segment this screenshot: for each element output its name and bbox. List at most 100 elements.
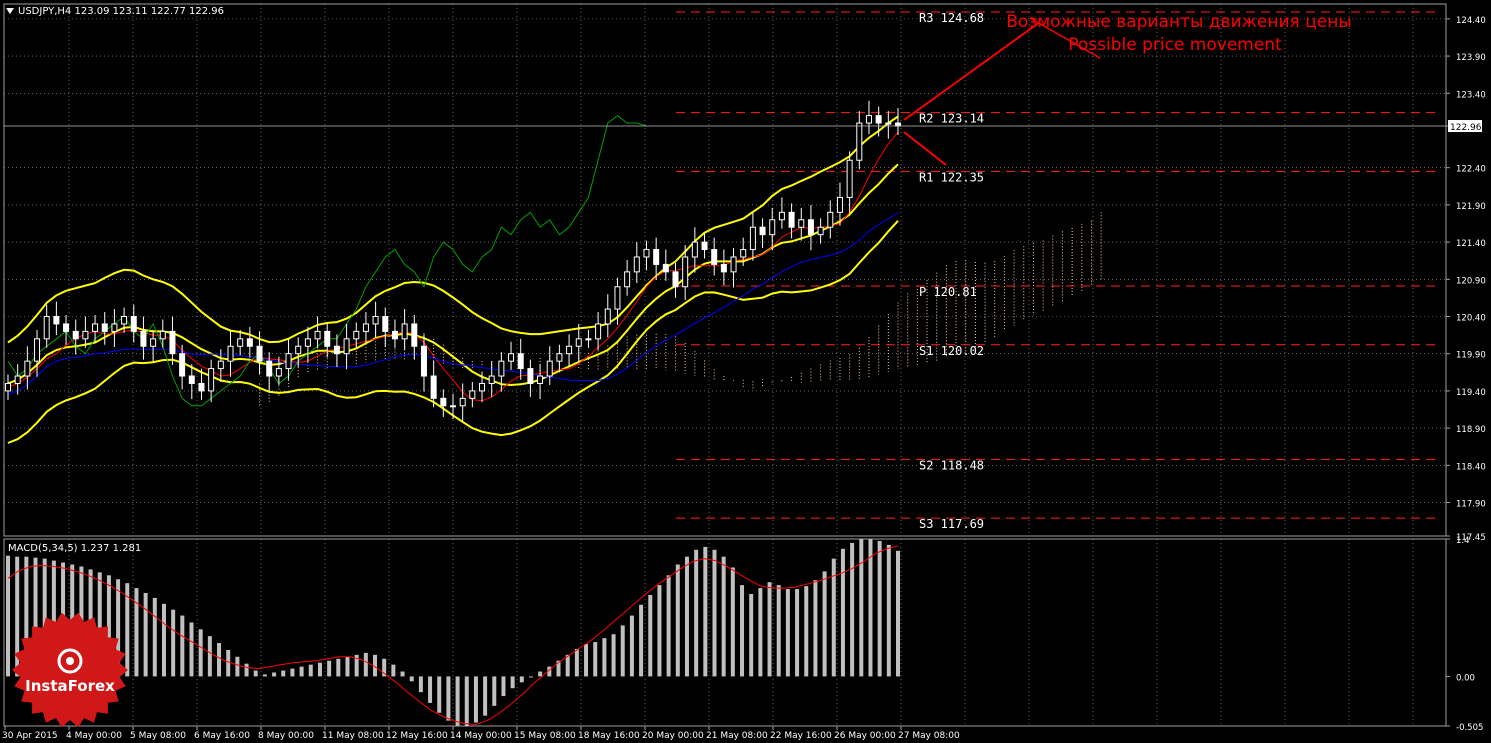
candle-body[interactable] — [633, 256, 640, 273]
candle-body[interactable] — [401, 323, 408, 340]
candle-body[interactable] — [885, 122, 892, 125]
candle-body[interactable] — [846, 159, 853, 198]
candle-body[interactable] — [653, 249, 660, 265]
candle-body[interactable] — [198, 382, 205, 392]
candles[interactable] — [5, 100, 901, 422]
candle-body[interactable] — [382, 316, 389, 332]
candle-body[interactable] — [517, 353, 524, 370]
macd-bar — [519, 676, 524, 683]
candle-body[interactable] — [217, 360, 224, 370]
candle-body[interactable] — [827, 211, 834, 228]
candle-body[interactable] — [333, 345, 340, 355]
macd-bar — [42, 558, 47, 677]
candle-body[interactable] — [372, 316, 379, 325]
candle-body[interactable] — [798, 219, 805, 228]
candle-body[interactable] — [865, 115, 872, 124]
candle-body[interactable] — [508, 353, 515, 362]
candle-body[interactable] — [227, 345, 234, 362]
candle-body[interactable] — [682, 256, 689, 288]
candle-body[interactable] — [759, 226, 766, 236]
candle-body[interactable] — [595, 323, 602, 340]
candle-body[interactable] — [237, 338, 244, 347]
candle-body[interactable] — [121, 316, 128, 325]
candle-body[interactable] — [730, 256, 737, 273]
candle-body[interactable] — [256, 345, 263, 362]
candle-body[interactable] — [63, 323, 70, 332]
candle-body[interactable] — [92, 323, 99, 332]
candle-body[interactable] — [353, 330, 360, 340]
candle-body[interactable] — [43, 316, 50, 340]
candle-body[interactable] — [662, 263, 669, 273]
candle-body[interactable] — [875, 115, 882, 124]
candle-body[interactable] — [749, 226, 756, 251]
candle-body[interactable] — [430, 375, 437, 399]
candle-body[interactable] — [585, 338, 592, 341]
candle-body[interactable] — [566, 345, 573, 355]
candle-body[interactable] — [836, 196, 843, 213]
candle-body[interactable] — [111, 323, 118, 332]
candle-body[interactable] — [420, 345, 427, 377]
candle-body[interactable] — [643, 249, 650, 258]
candle-body[interactable] — [82, 330, 89, 340]
candle-body[interactable] — [34, 338, 41, 362]
candle-body[interactable] — [720, 263, 727, 273]
candle-body[interactable] — [479, 382, 486, 392]
candle-body[interactable] — [343, 338, 350, 355]
candle-body[interactable] — [614, 286, 621, 310]
candle-body[interactable] — [498, 360, 505, 377]
candle-body[interactable] — [537, 375, 544, 384]
candle-body[interactable] — [285, 353, 292, 370]
candle-body[interactable] — [711, 249, 718, 265]
candle-body[interactable] — [53, 316, 60, 325]
candle-body[interactable] — [14, 375, 21, 384]
candle-body[interactable] — [150, 338, 157, 347]
candle-body[interactable] — [450, 405, 456, 408]
candle-body[interactable] — [691, 241, 698, 258]
candle-body[interactable] — [817, 226, 824, 236]
candle-body[interactable] — [101, 323, 108, 332]
candle-body[interactable] — [169, 330, 176, 355]
candle-body[interactable] — [314, 330, 321, 340]
candle-body[interactable] — [130, 316, 137, 332]
candle-body[interactable] — [856, 122, 863, 161]
candle-body[interactable] — [604, 308, 611, 325]
candle-body[interactable] — [411, 323, 418, 347]
candle-body[interactable] — [440, 397, 447, 407]
candle-body[interactable] — [575, 338, 582, 347]
candle-body[interactable] — [391, 330, 398, 340]
candle-body[interactable] — [72, 330, 79, 340]
candle-body[interactable] — [788, 211, 795, 228]
candle-body[interactable] — [740, 249, 747, 258]
candle-body[interactable] — [140, 330, 147, 347]
candle-body[interactable] — [807, 219, 814, 236]
time-tick-label: 15 May 08:00 — [514, 731, 576, 741]
candle-body[interactable] — [459, 397, 466, 407]
candle-body[interactable] — [188, 375, 195, 384]
candle-body[interactable] — [24, 360, 31, 377]
candle-body[interactable] — [672, 271, 679, 288]
macd-bar — [198, 629, 203, 677]
candle-body[interactable] — [469, 390, 476, 399]
macd-bar — [703, 546, 708, 677]
candle-body[interactable] — [246, 338, 253, 347]
candle-body[interactable] — [769, 219, 776, 236]
candle-body[interactable] — [304, 338, 311, 347]
candle-body[interactable] — [266, 360, 273, 377]
candle-body[interactable] — [488, 375, 495, 384]
candle-body[interactable] — [362, 323, 369, 332]
candle-body[interactable] — [159, 330, 166, 340]
candle-body[interactable] — [527, 368, 534, 384]
candle-body[interactable] — [701, 241, 708, 251]
candle-body[interactable] — [778, 211, 785, 221]
candle-body[interactable] — [895, 122, 901, 127]
candle-body[interactable] — [624, 271, 631, 288]
candle-body[interactable] — [179, 353, 186, 377]
macd-bar — [556, 660, 561, 677]
candle-body[interactable] — [556, 353, 563, 362]
candle-body[interactable] — [275, 368, 282, 377]
candle-body[interactable] — [546, 360, 553, 377]
candle-body[interactable] — [295, 345, 302, 355]
candle-body[interactable] — [208, 368, 215, 392]
candle-body[interactable] — [5, 382, 11, 392]
candle-body[interactable] — [324, 330, 331, 347]
